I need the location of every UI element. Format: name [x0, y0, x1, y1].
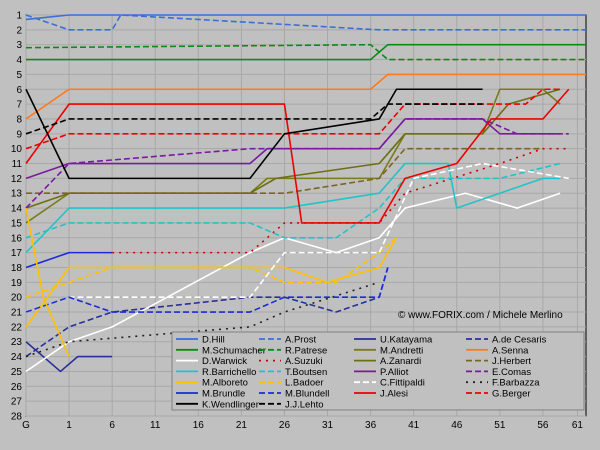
- x-tick-label: 51: [494, 420, 506, 431]
- y-tick-label: 17: [11, 248, 23, 259]
- y-tick-label: 27: [11, 397, 23, 408]
- x-tick-label: 46: [451, 420, 463, 431]
- legend-label-j-alesi: J.Alesi: [380, 389, 408, 400]
- series-line-j-j-lehto: [25, 103, 483, 135]
- legend-label-g-berger: G.Berger: [492, 389, 531, 400]
- series-line-m-brundle: [25, 251, 113, 269]
- legend-label-u-katayama: U.Katayama: [380, 335, 433, 346]
- legend-label-t-boutsen: T.Boutsen: [285, 367, 327, 378]
- y-tick-label: 22: [11, 322, 23, 333]
- x-tick-label: 31: [322, 420, 334, 431]
- legend-box: [171, 331, 585, 411]
- legend-label-m-brundle: M.Brundle: [202, 389, 245, 400]
- legend-label-l-badoer: L.Badoer: [285, 378, 324, 389]
- series-line-a-prost: [25, 14, 586, 31]
- legend-label-r-barrichello: R.Barrichello: [202, 367, 256, 378]
- x-tick-label: 36: [365, 420, 377, 431]
- y-tick-label: 7: [16, 100, 22, 111]
- legend-label-d-warwick: D.Warwick: [202, 356, 247, 367]
- y-tick-label: 5: [16, 70, 22, 81]
- legend-label-a-suzuki: A.Suzuki: [285, 356, 323, 367]
- legend-label-e-comas: E.Comas: [492, 367, 531, 378]
- y-tick-label: 9: [16, 129, 22, 140]
- series-line-a-senna: [25, 73, 586, 120]
- series-line-g-berger: [25, 88, 561, 150]
- series-line-r-barrichello: [25, 162, 561, 254]
- y-tick-label: 19: [11, 278, 23, 289]
- x-tick-label: 11: [150, 420, 161, 431]
- series-extra-line: [25, 207, 70, 357]
- x-tick-label: 61: [572, 420, 584, 431]
- legend-label-a-de-cesaris: A.de Cesaris: [492, 335, 547, 346]
- y-tick-label: 24: [11, 352, 23, 363]
- legend-label-m-schumacher: M.Schumacher: [202, 345, 266, 356]
- legend: D.Hill A.Prost U.Katayama A.de Cesaris M.Sch…: [171, 331, 585, 411]
- y-tick-label: 12: [11, 174, 23, 185]
- y-tick-label: 21: [11, 308, 23, 319]
- series-line-r-patrese: [25, 43, 586, 61]
- credit-text: © www.FORIX.com / Michele Merlino: [398, 310, 563, 321]
- y-tick-label: 20: [11, 293, 23, 304]
- legend-label-r-patrese: R.Patrese: [285, 345, 327, 356]
- legend-label-p-alliot: P.Alliot: [380, 367, 409, 378]
- series-line-a-de-cesaris: [25, 267, 389, 358]
- y-tick-label: 16: [11, 233, 23, 244]
- series-line-m-blundell: [25, 267, 389, 313]
- series-line-u-katayama: [25, 341, 113, 373]
- series-line-c-fittipaldi: [25, 162, 569, 313]
- series-layer: [25, 14, 586, 373]
- series-line-m-alboreto: [25, 237, 398, 328]
- x-tick-label: 56: [537, 420, 549, 431]
- legend-label-a-senna: A.Senna: [492, 345, 529, 356]
- legend-label-a-prost: A.Prost: [285, 335, 317, 346]
- y-tick-label: 2: [16, 25, 22, 36]
- y-tick-label: 13: [11, 189, 23, 200]
- x-tick-label: 41: [408, 420, 420, 431]
- series-line-e-comas: [25, 118, 569, 209]
- y-tick-label: 28: [11, 412, 23, 423]
- y-tick-label: 4: [16, 55, 22, 66]
- y-tick-label: 26: [11, 382, 23, 393]
- y-tick-label: 23: [11, 337, 23, 348]
- x-tick-label: 26: [279, 420, 291, 431]
- y-tick-label: 6: [16, 85, 22, 96]
- x-tick-label: 1: [66, 420, 72, 431]
- series-line-k-wendlinger: [25, 88, 483, 180]
- series-line-d-hill: [25, 14, 586, 21]
- y-tick-label: 15: [11, 218, 23, 229]
- y-tick-label: 10: [11, 144, 23, 155]
- y-tick-label: 11: [12, 159, 23, 170]
- x-tick-label: 16: [193, 420, 205, 431]
- x-tick-label: 21: [236, 420, 248, 431]
- legend-label-c-fittipaldi: C.Fittipaldi: [380, 378, 425, 389]
- y-tick-label: 1: [16, 11, 22, 22]
- legend-label-f-barbazza: F.Barbazza: [492, 378, 540, 389]
- series-line-j-alesi: [25, 88, 570, 224]
- legend-label-k-wendlinger: K.Wendlinger: [202, 399, 259, 410]
- series-line-t-boutsen: [25, 162, 561, 239]
- x-axis-ticks: G 1 6 11 16 21 26 31 36 41 46 51 56 61: [22, 420, 583, 431]
- y-tick-label: 18: [11, 263, 23, 274]
- y-tick-label: 3: [16, 40, 22, 51]
- y-tick-label: 14: [11, 204, 23, 215]
- legend-label-m-andretti: M.Andretti: [380, 345, 423, 356]
- legend-label-m-blundell: M.Blundell: [285, 389, 329, 400]
- legend-label-j-j-lehto: J.J.Lehto: [285, 399, 324, 410]
- y-tick-label: 8: [16, 114, 22, 125]
- legend-label-d-hill: D.Hill: [202, 335, 225, 346]
- legend-label-a-zanardi: A.Zanardi: [380, 356, 421, 367]
- x-tick-label: 6: [109, 420, 115, 431]
- y-tick-label: 25: [11, 367, 23, 378]
- y-axis-ticks: 1234567891011121314151617181920212223242…: [11, 11, 23, 423]
- legend-label-j-herbert: J.Herbert: [492, 356, 531, 367]
- x-tick-label: G: [22, 420, 30, 431]
- legend-label-m-alboreto: M.Alboreto: [202, 378, 248, 389]
